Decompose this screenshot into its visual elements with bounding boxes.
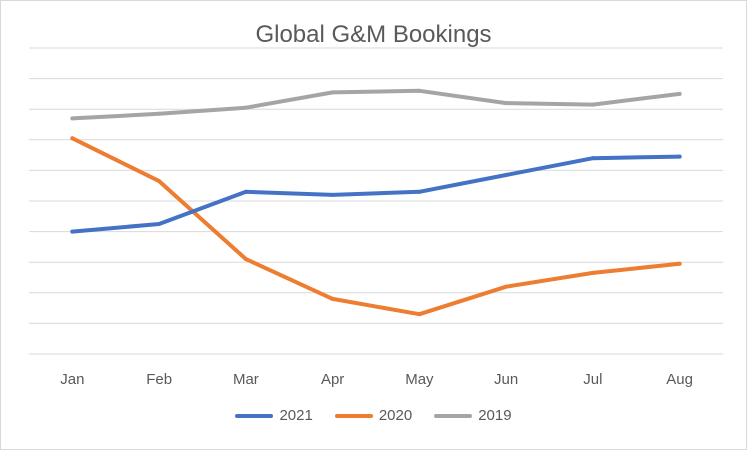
legend-label: 2019 (478, 407, 512, 424)
legend-item-2019: 2019 (434, 407, 512, 424)
data-point-2019-may (417, 88, 422, 93)
x-tick-label: May (405, 371, 434, 388)
data-point-2020-jan (70, 136, 75, 141)
data-point-2020-apr (330, 296, 335, 301)
data-point-2019-jan (70, 116, 75, 121)
data-point-2020-jun (504, 284, 509, 289)
x-tick-label: Jan (60, 371, 84, 388)
data-point-2021-jun (504, 172, 509, 177)
legend-swatch (434, 413, 473, 418)
x-tick-label: Feb (146, 371, 172, 388)
legend: 2021 2020 2019 (1, 407, 746, 424)
data-point-2021-feb (157, 221, 162, 226)
x-tick-label: Jul (583, 371, 602, 388)
chart-title: Global G&M Bookings (255, 21, 492, 48)
data-point-2020-jul (590, 270, 595, 275)
legend-label: 2021 (279, 407, 313, 424)
legend-item-2021: 2021 (235, 407, 313, 424)
x-tick-label: Apr (321, 371, 344, 388)
legend-swatch (334, 413, 373, 418)
data-point-2020-feb (157, 179, 162, 184)
data-point-2020-mar (243, 257, 248, 262)
data-point-2021-jan (70, 229, 75, 234)
x-tick-label: Jun (494, 371, 518, 388)
series-line-2019 (70, 88, 682, 121)
data-point-2019-jun (504, 101, 509, 106)
data-point-2021-mar (243, 189, 248, 194)
data-point-2019-feb (157, 111, 162, 116)
series-line-2020 (70, 136, 682, 317)
data-point-2020-may (417, 312, 422, 317)
data-point-2021-aug (677, 154, 682, 159)
data-point-2019-jul (590, 102, 595, 107)
legend-swatch (235, 413, 274, 418)
data-point-2021-may (417, 189, 422, 194)
legend-label: 2020 (378, 407, 413, 424)
series-line-2021 (70, 154, 682, 234)
data-point-2019-mar (243, 105, 248, 110)
x-tick-label: Aug (666, 371, 693, 388)
data-point-2019-apr (330, 90, 335, 95)
data-point-2020-aug (677, 261, 682, 266)
x-tick-label: Mar (233, 371, 259, 388)
data-point-2021-jul (590, 156, 595, 161)
legend-item-2020: 2020 (334, 407, 413, 424)
data-point-2019-aug (677, 91, 682, 96)
data-point-2021-apr (330, 192, 335, 197)
